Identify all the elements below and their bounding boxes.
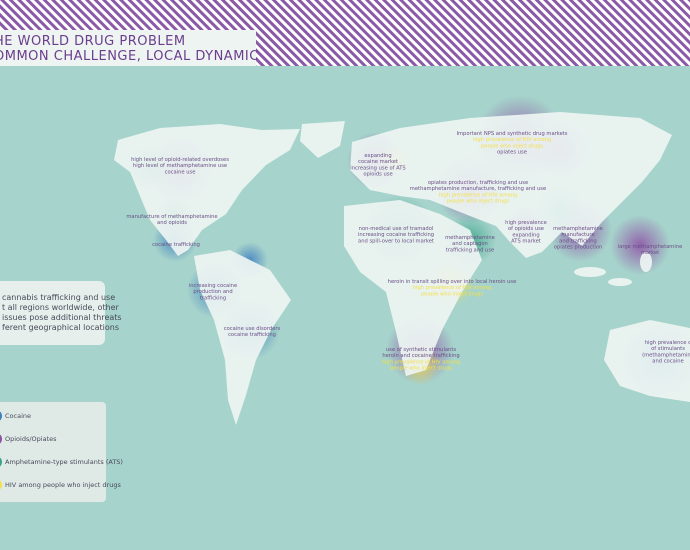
island [574,267,606,277]
glow [610,215,670,275]
annotation-line: Important NPS and synthetic drug markets [456,131,567,137]
annotation-line: people who inject drugs [421,291,483,297]
annotation-line: (methamphetamine [642,352,690,358]
annotation-line: large methamphetamine [618,244,683,250]
north-america [114,124,300,256]
annotation-line: market [641,250,659,256]
annotation-line: production and [193,289,232,295]
legend-swatch [0,411,2,421]
annotation-line: high level of methamphetamine use [133,163,227,169]
info-line: t all regions worldwide, other [2,303,119,312]
annotation-line: and opioids [157,220,187,226]
annotation-line: opiates production, trafficking and use [428,180,528,186]
land [114,112,690,425]
legend-label: Opioids/Opiates [5,435,57,443]
annotation-line: increasing use of ATS [350,165,405,171]
title-box [0,30,256,66]
annotation-line: methamphetamine manufacture, trafficking… [410,186,546,192]
annotation-line: increasing cocaine [189,283,237,289]
island [640,252,652,272]
annotation-line: of stimulants [651,346,685,352]
greenland [300,121,345,158]
info-box [0,281,105,345]
annotation-line: expanding [364,153,391,159]
annotation-line: trafficking [200,295,226,301]
annotation-line: people who inject drugs [447,199,509,205]
annotation-line: ATS market [511,239,541,245]
annotation-line: cocaine use [165,169,196,175]
annotation-line: use of synthetic stimulants [386,347,456,353]
annotation-line: opiates use [497,150,527,156]
legend-box [0,402,106,502]
annotation-line: high prevalence of HIV among [382,359,461,365]
legend-swatch [0,457,2,467]
annotation-line: cocaine market [358,159,398,165]
annotation-line: cocaine use disorders [224,326,281,332]
annotation-line: and cocaine [652,359,683,365]
annotation-line: opiates production [554,245,603,251]
annotation-line: and trafficking [559,238,597,244]
annotation-line: people who inject drugs [390,366,452,372]
annotation-line: methamphetamine [445,235,495,241]
south-america [194,250,291,425]
annotation-line: expanding [512,232,539,238]
annotation-line: high prevalence [505,220,547,226]
legend-swatch [0,480,2,490]
island [608,278,632,286]
annotation-line: high prevalence of HIV among [439,192,518,198]
annotation-line: increasing cocaine trafficking [358,232,434,238]
info-line: ferent geographical locations [2,323,119,332]
annotation-line: and captagon [452,241,488,247]
annotation-line: heroin in transit spilling over into loc… [388,279,517,285]
legend-label: HIV among people who inject drugs [5,481,121,489]
legend-swatch [0,434,2,444]
info-line: issues pose additional threats [2,313,122,322]
annotation-line: cocaine trafficking [152,242,200,248]
annotation-line: high level of opioid-related overdoses [131,157,229,163]
annotation-line: opioids use [363,172,392,178]
annotation-line: cocaine trafficking [228,332,276,338]
annotation-line: manufacture of methamphetamine [126,214,217,220]
annotation-line: high prevalence of HIV among [473,137,552,143]
legend-label: Cocaine [5,412,31,420]
eurasia [350,112,672,258]
annotation-line: high prevalence o [645,340,690,346]
annotation-line: manufacture [561,232,594,238]
annotation-line: trafficking and use [446,247,494,253]
annotation-line: methamphetamine [553,226,603,232]
annotation-line: of opioids use [508,226,544,232]
info-line: cannabis trafficking and use [2,293,115,302]
legend-label: Amphetamine-type stimulants (ATS) [5,458,123,466]
annotation-line: non-medical use of tramadol [359,226,434,232]
title-line: OMMON CHALLENGE, LOCAL DYNAMIC [0,49,259,64]
africa [344,200,482,376]
annotation-line: high prevalence of HIV among [413,285,492,291]
annotation-line: and spill-over to local market [358,238,434,244]
title-line: HE WORLD DRUG PROBLEM [0,34,186,49]
annotation-line: people who inject drugs [481,143,543,149]
annotation-line: heroin and cocaine trafficking [382,353,459,359]
australia [604,320,690,402]
